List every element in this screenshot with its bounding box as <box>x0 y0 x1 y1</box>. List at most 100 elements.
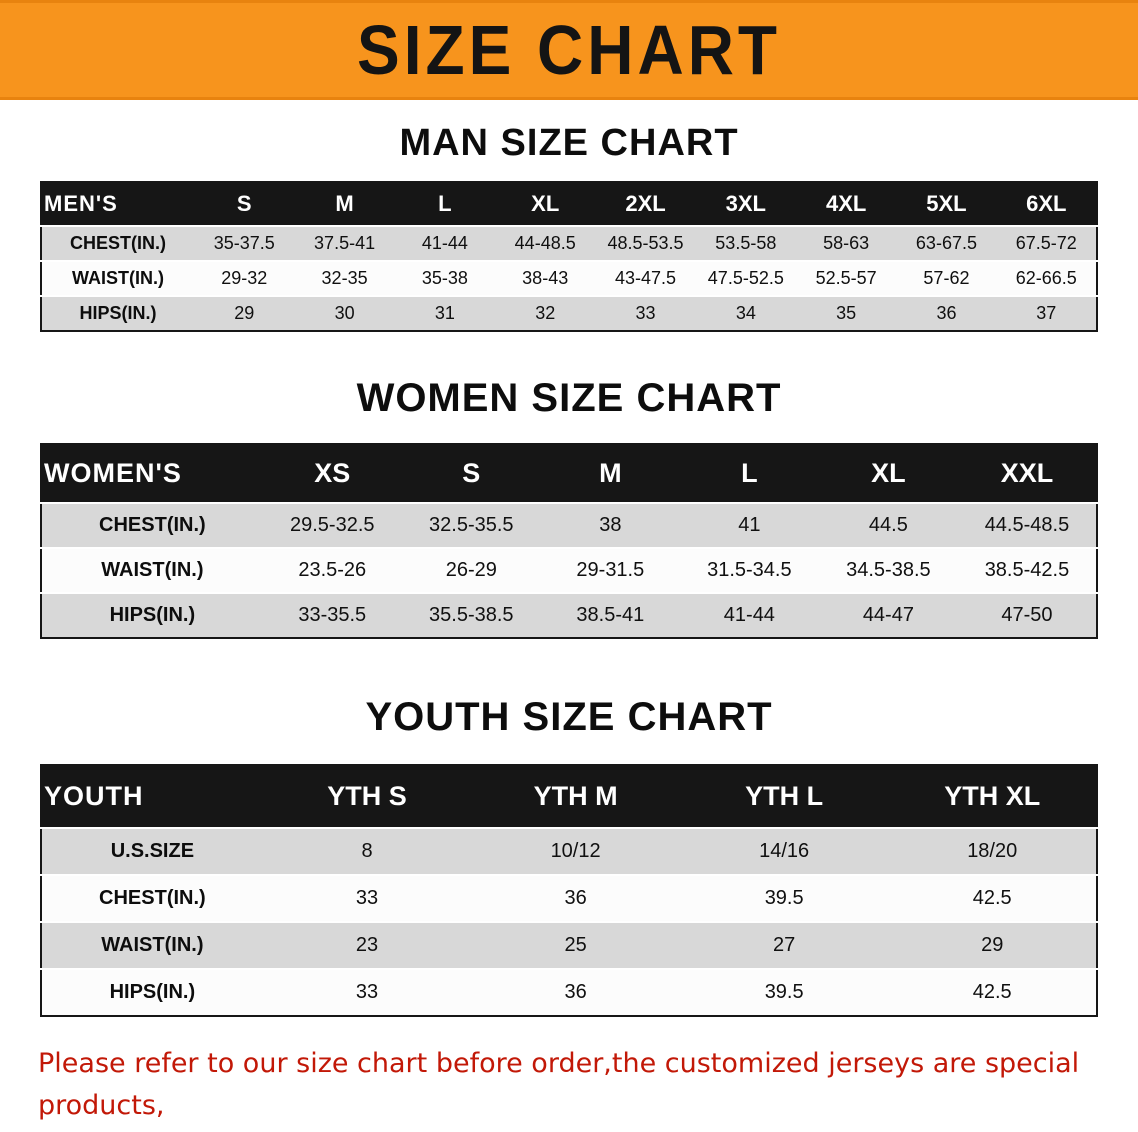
men-row-label-cell: CHEST(IN.) <box>70 233 167 253</box>
women-value-cell: 44.5 <box>868 514 908 536</box>
youth-size-table: YOUTH YTH S YTH M YTH L YTH XL U.S.SIZE 8 10/12… <box>40 764 1098 1017</box>
men-value-cell: 35-38 <box>421 268 468 288</box>
women-value-cell: 38.5-42.5 <box>984 559 1070 581</box>
youth-value-cell: 33 <box>355 981 379 1003</box>
women-value-cell: 41-44 <box>723 604 775 626</box>
women-table-header-row: WOMEN'S XS S M L XL XXL <box>41 444 1097 503</box>
banner-title: SIZE CHART <box>357 11 781 89</box>
women-value-cell: 44.5-48.5 <box>984 514 1070 536</box>
youth-value-cell: 23 <box>355 934 379 956</box>
men-size-header-cell: L <box>438 191 452 216</box>
men-value-cell: 38-43 <box>522 268 569 288</box>
men-value-cell: 35-37.5 <box>213 233 275 253</box>
men-row-label-cell: HIPS(IN.) <box>79 303 157 323</box>
women-row-label-cell: WAIST(IN.) <box>101 559 204 581</box>
men-value-cell: 31 <box>434 303 455 323</box>
women-measure-row: HIPS(IN.) 33-35.5 35.5-38.5 38.5-41 41-44 44-… <box>41 593 1097 638</box>
women-size-header-cell: L <box>741 458 758 488</box>
women-value-cell: 41 <box>738 514 761 536</box>
men-value-cell: 34 <box>735 303 756 323</box>
youth-value-cell: 33 <box>355 887 379 909</box>
women-value-cell: 38 <box>599 514 622 536</box>
men-measure-row: HIPS(IN.) 29 30 31 32 33 34 35 36 37 <box>41 296 1097 331</box>
youth-table-title-cell: YOUTH <box>44 781 144 811</box>
youth-row-label-cell: HIPS(IN.) <box>109 981 196 1003</box>
men-value-cell: 30 <box>334 303 355 323</box>
men-value-cell: 43-47.5 <box>614 268 677 288</box>
women-value-cell: 33-35.5 <box>298 604 367 626</box>
men-value-cell: 48.5-53.5 <box>607 233 684 253</box>
youth-value-cell: 36 <box>564 981 587 1003</box>
women-measure-row: CHEST(IN.) 29.5-32.5 32.5-35.5 38 41 44.5 44.5… <box>41 503 1097 548</box>
men-section-heading: MAN SIZE CHART <box>399 122 739 164</box>
men-size-chart-section: MAN SIZE CHART MEN'S S M L XL 2XL 3XL 4XL 5XL 6XL C… <box>0 122 1138 332</box>
youth-row-label-cell: CHEST(IN.) <box>99 887 206 909</box>
women-row-label-cell: HIPS(IN.) <box>109 604 196 626</box>
women-value-cell: 47-50 <box>1001 604 1053 626</box>
men-value-cell: 29 <box>234 303 255 323</box>
men-value-cell: 53.5-58 <box>715 233 777 253</box>
youth-measure-row: HIPS(IN.) 33 36 39.5 42.5 <box>41 969 1097 1016</box>
women-value-cell: 44-47 <box>862 604 914 626</box>
women-value-cell: 29.5-32.5 <box>290 514 375 536</box>
men-size-header-cell: 3XL <box>725 191 766 216</box>
women-size-header-cell: S <box>462 458 481 488</box>
women-value-cell: 35.5-38.5 <box>429 604 514 626</box>
youth-table-header-row: YOUTH YTH S YTH M YTH L YTH XL <box>41 765 1097 828</box>
youth-row-label-cell: WAIST(IN.) <box>101 934 204 956</box>
men-value-cell: 35 <box>836 303 857 323</box>
women-value-cell: 32.5-35.5 <box>429 514 514 536</box>
men-value-cell: 33 <box>635 303 656 323</box>
men-value-cell: 52.5-57 <box>815 268 877 288</box>
women-size-table: WOMEN'S XS S M L XL XXL CHEST(IN.) 29.5-32.5 32.5… <box>40 443 1098 639</box>
women-value-cell: 29-31.5 <box>576 559 645 581</box>
women-size-header-cell: M <box>599 458 622 488</box>
women-value-cell: 23.5-26 <box>298 559 367 581</box>
men-size-header-cell: 4XL <box>825 191 867 216</box>
men-row-label-cell: WAIST(IN.) <box>72 268 165 288</box>
youth-section-heading: YOUTH SIZE CHART <box>365 695 773 739</box>
youth-value-cell: 14/16 <box>759 840 810 862</box>
youth-value-cell: 42.5 <box>972 981 1012 1003</box>
men-size-header-cell: 6XL <box>1026 191 1067 216</box>
women-size-header-cell: XXL <box>1000 458 1054 488</box>
disclaimer-line-1: Please refer to our size chart before or… <box>38 1048 1080 1121</box>
disclaimer: Please refer to our size chart before or… <box>0 1043 1138 1132</box>
men-value-cell: 47.5-52.5 <box>707 268 784 288</box>
men-table-title-cell: MEN'S <box>44 191 118 216</box>
men-value-cell: 37 <box>1036 303 1057 323</box>
men-value-cell: 36 <box>936 303 957 323</box>
youth-value-cell: 39.5 <box>764 887 804 909</box>
youth-size-header-cell: YTH XL <box>944 781 1041 811</box>
size-chart-sections: MAN SIZE CHART MEN'S S M L XL 2XL 3XL 4XL 5XL 6XL C… <box>0 122 1138 1017</box>
women-value-cell: 26-29 <box>445 559 497 581</box>
women-value-cell: 34.5-38.5 <box>846 559 931 581</box>
men-measure-row: WAIST(IN.) 29-32 32-35 35-38 38-43 43-47.5 47.… <box>41 261 1097 296</box>
men-value-cell: 32-35 <box>321 268 368 288</box>
women-measure-row: WAIST(IN.) 23.5-26 26-29 29-31.5 31.5-34.5 34… <box>41 548 1097 593</box>
men-value-cell: 44-48.5 <box>514 233 576 253</box>
youth-value-cell: 8 <box>361 840 373 862</box>
men-measure-row: CHEST(IN.) 35-37.5 37.5-41 41-44 44-48.5 48.5… <box>41 226 1097 261</box>
youth-measure-row: U.S.SIZE 8 10/12 14/16 18/20 <box>41 828 1097 875</box>
men-value-cell: 63-67.5 <box>915 233 977 253</box>
men-value-cell: 32 <box>535 303 556 323</box>
men-value-cell: 62-66.5 <box>1015 268 1077 288</box>
youth-measure-row: CHEST(IN.) 33 36 39.5 42.5 <box>41 875 1097 922</box>
youth-value-cell: 25 <box>564 934 587 956</box>
men-value-cell: 37.5-41 <box>314 233 376 253</box>
youth-value-cell: 42.5 <box>972 887 1012 909</box>
women-row-label-cell: CHEST(IN.) <box>99 514 206 536</box>
men-size-header-cell: XL <box>531 191 560 216</box>
women-value-cell: 38.5-41 <box>576 604 645 626</box>
women-size-header-cell: XL <box>871 458 906 488</box>
youth-value-cell: 36 <box>564 887 587 909</box>
youth-size-header-cell: YTH S <box>327 781 407 811</box>
men-value-cell: 67.5-72 <box>1015 233 1077 253</box>
youth-value-cell: 27 <box>773 934 796 956</box>
men-size-table: MEN'S S M L XL 2XL 3XL 4XL 5XL 6XL CHEST(IN.) 35-37… <box>40 181 1098 332</box>
youth-size-chart-section: YOUTH SIZE CHART YOUTH YTH S YTH M YTH L YTH … <box>0 695 1138 1017</box>
women-value-cell: 31.5-34.5 <box>707 559 792 581</box>
youth-measure-row: WAIST(IN.) 23 25 27 29 <box>41 922 1097 969</box>
